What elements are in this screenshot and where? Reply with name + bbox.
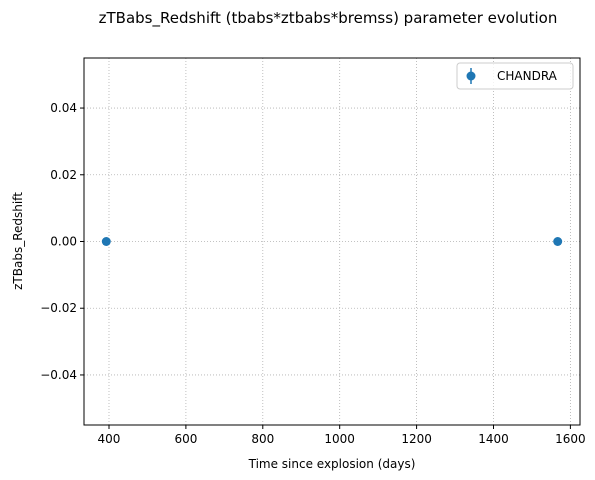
chart-title: zTBabs_Redshift (tbabs*ztbabs*bremss) pa… xyxy=(99,9,558,28)
data-point xyxy=(101,237,111,246)
x-tick-label: 1400 xyxy=(478,432,509,446)
y-tick-label: 0.04 xyxy=(50,101,77,115)
x-tick-label: 1600 xyxy=(555,432,586,446)
legend-box xyxy=(456,62,574,90)
x-axis-label: Time since explosion (days) xyxy=(248,457,416,471)
plot-area xyxy=(83,57,581,426)
y-tick-label: 0.00 xyxy=(50,235,77,249)
x-axis: 400 600 800 1000 1200 1400 1600 xyxy=(98,425,586,446)
x-tick-label: 800 xyxy=(251,432,274,446)
legend-label: CHANDRA xyxy=(497,69,558,83)
y-axis-label: zTBabs_Redshift xyxy=(11,192,25,290)
x-tick-label: 600 xyxy=(174,432,197,446)
grid xyxy=(84,58,580,425)
x-tick-label: 1000 xyxy=(324,432,355,446)
data-points xyxy=(101,237,563,246)
y-axis: −0.04 −0.02 0.00 0.02 0.04 xyxy=(40,101,84,382)
y-tick-label: −0.02 xyxy=(40,301,77,315)
y-tick-label: −0.04 xyxy=(40,368,77,382)
legend-marker xyxy=(466,71,476,81)
x-tick-label: 400 xyxy=(98,432,121,446)
x-tick-label: 1200 xyxy=(401,432,432,446)
data-point xyxy=(553,237,563,246)
legend: CHANDRA xyxy=(456,62,574,90)
y-tick-label: 0.02 xyxy=(50,168,77,182)
